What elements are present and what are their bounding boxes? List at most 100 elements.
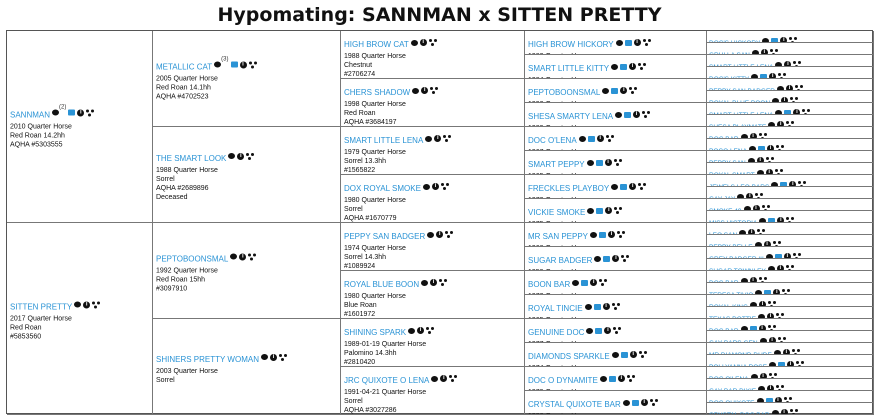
horse-name-link[interactable]: DOC O'LENA (528, 136, 577, 145)
comment-icon[interactable] (765, 253, 773, 258)
comment-icon[interactable] (599, 375, 607, 382)
horse-name-link[interactable]: SMART PEPPY (528, 160, 585, 169)
pedigree-icon[interactable] (795, 85, 803, 90)
pedigree-icon[interactable] (278, 353, 287, 361)
info-icon[interactable]: i (269, 353, 277, 361)
comment-icon[interactable] (611, 351, 619, 358)
info-icon[interactable]: i (629, 351, 637, 359)
info-icon[interactable]: i (431, 183, 439, 191)
pedigree-icon[interactable] (776, 385, 785, 390)
comment-icon[interactable] (586, 159, 594, 166)
pedigree-icon[interactable] (782, 289, 791, 294)
horse-name-link[interactable]: VICKIE SMOKE (528, 208, 586, 217)
comment-icon[interactable] (587, 207, 595, 214)
info-icon[interactable]: i (640, 399, 648, 407)
comment-icon[interactable] (751, 49, 759, 54)
info-icon[interactable]: i (77, 109, 85, 117)
pedigree-icon[interactable] (789, 409, 798, 414)
horse-name-link[interactable]: JEWELS LEO BARS (709, 184, 769, 186)
info-icon[interactable]: i (780, 37, 788, 42)
photo-icon[interactable] (774, 253, 782, 258)
info-icon[interactable]: i (434, 135, 442, 143)
pedigree-icon[interactable] (789, 37, 798, 42)
horse-name-link[interactable]: PEPPY BELLE (709, 244, 753, 246)
horse-name-link[interactable]: LEO SAN (709, 232, 737, 234)
horse-name-link[interactable]: MISS VICTORIA (709, 220, 757, 222)
horse-name-link[interactable]: DOX ROYAL SMOKE (344, 184, 421, 193)
comment-icon[interactable] (750, 301, 758, 306)
horse-name-link[interactable]: MR DIAMOND DUDE (709, 352, 772, 354)
comment-icon[interactable] (260, 354, 268, 361)
horse-name-link[interactable]: TEXAS DOTTIE (709, 316, 756, 318)
comment-icon[interactable] (771, 181, 779, 186)
pedigree-icon[interactable] (248, 61, 257, 69)
horse-name-link[interactable]: ROYAL SMART (709, 172, 755, 174)
horse-name-link[interactable]: SHINING SPARK (344, 328, 407, 337)
info-icon[interactable]: i (620, 87, 628, 95)
pedigree-icon[interactable] (775, 313, 784, 318)
comment-icon[interactable] (768, 361, 776, 366)
photo-icon[interactable] (771, 37, 779, 42)
photo-icon[interactable] (624, 111, 632, 118)
horse-name-link[interactable]: TERESA TIVIO (709, 292, 753, 294)
comment-icon[interactable] (756, 169, 764, 174)
horse-name-link[interactable]: SUGAR BADGER (528, 256, 593, 265)
info-icon[interactable]: i (629, 183, 637, 191)
info-icon[interactable]: i (780, 409, 788, 414)
pedigree-icon[interactable] (757, 229, 766, 234)
horse-name-link[interactable]: PEPTOBOONSMAL (528, 88, 601, 97)
pedigree-icon[interactable] (613, 159, 622, 167)
pedigree-icon[interactable] (642, 39, 651, 47)
photo-icon[interactable] (68, 109, 76, 116)
pedigree-icon[interactable] (248, 253, 257, 261)
info-icon[interactable]: i (765, 169, 773, 174)
pedigree-icon[interactable] (614, 207, 623, 215)
pedigree-icon[interactable] (605, 135, 614, 143)
photo-icon[interactable] (624, 39, 632, 46)
photo-icon[interactable] (757, 145, 765, 150)
comment-icon[interactable] (771, 409, 779, 414)
pedigree-icon[interactable] (426, 327, 435, 335)
comment-icon[interactable] (590, 231, 598, 238)
pedigree-icon[interactable] (439, 279, 448, 287)
comment-icon[interactable] (754, 241, 762, 246)
photo-icon[interactable] (765, 397, 773, 402)
pedigree-icon[interactable] (775, 145, 784, 150)
horse-name-link[interactable]: DOC O'LENA (709, 376, 749, 378)
info-icon[interactable]: i (608, 231, 616, 239)
comment-icon[interactable] (230, 253, 238, 260)
pedigree-icon[interactable] (445, 231, 454, 239)
photo-icon[interactable] (768, 217, 776, 222)
comment-icon[interactable] (740, 133, 748, 138)
pedigree-icon[interactable] (768, 301, 777, 306)
horse-name-link[interactable]: PEPTOBOONSMAL (156, 254, 229, 263)
comment-icon[interactable] (427, 231, 435, 238)
pedigree-icon[interactable] (761, 205, 770, 210)
comment-icon[interactable] (772, 97, 780, 102)
horse-name-link[interactable]: GAY BAR DIXIE (709, 388, 756, 390)
info-icon[interactable]: i (789, 181, 797, 186)
info-icon[interactable]: i (602, 303, 610, 311)
info-icon[interactable]: i (760, 49, 768, 54)
photo-icon[interactable] (760, 73, 768, 78)
info-icon[interactable]: i (633, 39, 641, 47)
info-icon[interactable]: i (617, 375, 625, 383)
pedigree-icon[interactable] (613, 327, 622, 335)
photo-icon[interactable] (230, 61, 238, 68)
info-icon[interactable]: i (766, 145, 774, 150)
horse-name-link[interactable]: HIGH BROW HICKORY (528, 40, 614, 49)
comment-icon[interactable] (412, 87, 420, 94)
horse-name-link[interactable]: DOC'S HICKORY (709, 40, 760, 42)
info-icon[interactable]: i (237, 152, 245, 160)
horse-name-link[interactable]: ROYAL BLUE BOON (344, 280, 420, 289)
horse-name-link[interactable]: SHESA SMARTY LENA (528, 112, 614, 121)
comment-icon[interactable] (739, 229, 747, 234)
comment-icon[interactable] (773, 349, 781, 354)
comment-icon[interactable] (578, 135, 586, 142)
horse-name-link[interactable]: ROYAL TINCIE (528, 304, 583, 313)
horse-name-link[interactable]: SMART LITTLE KITTY (528, 64, 610, 73)
horse-name-link[interactable]: ROYAL KING (709, 304, 748, 306)
info-icon[interactable]: i (430, 279, 438, 287)
comment-icon[interactable] (52, 109, 60, 116)
photo-icon[interactable] (620, 63, 628, 70)
